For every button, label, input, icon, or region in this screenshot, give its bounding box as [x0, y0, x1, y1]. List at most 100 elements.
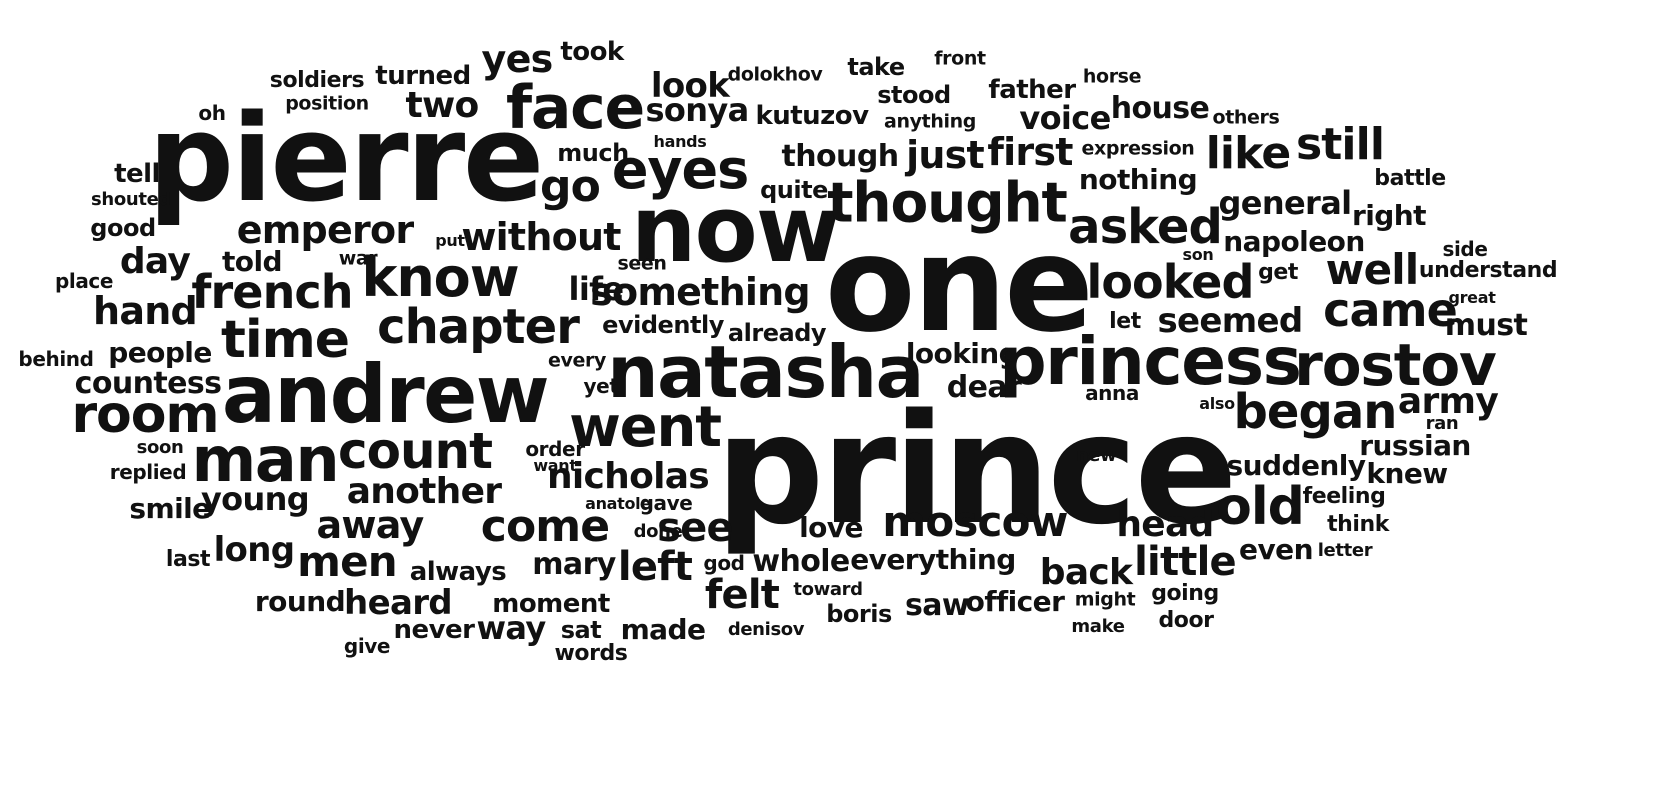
word-always: always — [409, 557, 507, 587]
word-smile: smile — [129, 492, 211, 525]
word-seen: seen — [617, 252, 667, 275]
word-rostov: rostov — [1294, 331, 1497, 399]
word-letter: letter — [1317, 540, 1373, 561]
word-hands: hands — [653, 132, 707, 151]
word-little: little — [1134, 539, 1237, 585]
word-front: front — [934, 47, 986, 70]
word-new: new — [1075, 445, 1117, 466]
word-thought: thought — [827, 170, 1068, 235]
word-must: must — [1444, 308, 1528, 343]
word-army: army — [1397, 381, 1499, 422]
word-already: already — [727, 319, 827, 347]
word-stood: stood — [877, 81, 951, 109]
word-sonya: sonya — [645, 91, 749, 129]
word-anything: anything — [884, 110, 976, 133]
word-oh: oh — [198, 101, 226, 125]
word-yes: yes — [481, 37, 554, 81]
word-heard: heard — [344, 583, 453, 623]
word-french: french — [191, 265, 353, 319]
word-order: order — [525, 437, 585, 461]
word-great: great — [1448, 288, 1496, 307]
word-russian: russian — [1359, 429, 1471, 462]
word-officer: officer — [965, 585, 1065, 618]
word-long: long — [213, 530, 296, 570]
word-way: way — [476, 609, 546, 647]
word-still: still — [1295, 119, 1385, 170]
word-evidently: evidently — [602, 311, 724, 339]
word-replied: replied — [109, 460, 187, 484]
word-eyes: eyes — [611, 138, 749, 201]
word-face: face — [505, 73, 645, 143]
word-asked: asked — [1068, 199, 1223, 255]
word-old: old — [1216, 477, 1305, 537]
word-began: began — [1233, 384, 1397, 440]
word-nicholas: nicholas — [547, 456, 710, 497]
word-left: left — [617, 544, 693, 590]
word-good: good — [90, 214, 156, 242]
word-done: done — [633, 521, 683, 542]
word-gave: gave — [639, 491, 693, 515]
word-kutuzov: kutuzov — [755, 101, 869, 131]
word-never: never — [393, 615, 475, 645]
word-side: side — [1442, 237, 1488, 261]
word-might: might — [1074, 588, 1136, 611]
word-position: position — [285, 92, 369, 115]
word-even: even — [1239, 533, 1313, 566]
word-others: others — [1212, 106, 1280, 129]
word-countess: countess — [74, 366, 222, 401]
word-love: love — [799, 511, 863, 544]
word-napoleon: napoleon — [1223, 225, 1365, 258]
word-every: every — [547, 349, 607, 372]
word-nothing: nothing — [1078, 163, 1198, 196]
word-prince: prince — [715, 381, 1237, 558]
word-quite: quite — [760, 176, 828, 204]
word-anna: anna — [1085, 381, 1139, 405]
word-voice: voice — [1019, 99, 1111, 137]
word-behind: behind — [18, 347, 94, 371]
word-head: head — [1116, 504, 1214, 545]
word-dolokhov: dolokhov — [727, 63, 823, 86]
word-also: also — [1199, 394, 1235, 413]
word-much: much — [557, 139, 629, 167]
word-boris: boris — [826, 600, 892, 628]
word-look: look — [650, 66, 730, 106]
word-went: went — [569, 395, 722, 460]
word-understand: understand — [1418, 258, 1558, 283]
word-time: time — [221, 310, 350, 370]
word-natasha: natasha — [607, 330, 924, 414]
word-room: room — [71, 385, 219, 445]
word-knew: knew — [1366, 457, 1448, 490]
word-feeling: feeling — [1302, 484, 1386, 509]
word-men: men — [297, 537, 397, 586]
word-come: come — [480, 501, 610, 552]
word-saw: saw — [904, 588, 970, 623]
word-general: general — [1218, 184, 1353, 222]
word-whole: whole — [752, 544, 850, 579]
word-like: like — [1205, 128, 1291, 179]
word-god: god — [703, 551, 745, 575]
word-dear: dear — [946, 370, 1022, 405]
word-young: young — [200, 480, 310, 518]
word-anatole: anatole — [585, 494, 651, 513]
word-door: door — [1158, 608, 1214, 633]
word-pierre: pierre — [148, 90, 544, 229]
word-felt: felt — [704, 572, 780, 618]
word-horse: horse — [1082, 65, 1142, 88]
word-people: people — [108, 336, 212, 369]
word-suddenly: suddenly — [1226, 449, 1367, 482]
word-told: told — [221, 245, 283, 278]
word-something: something — [590, 270, 811, 314]
word-expression: expression — [1081, 137, 1195, 160]
word-yet: yet — [583, 374, 619, 398]
word-andrew: andrew — [221, 348, 550, 441]
word-place: place — [54, 269, 114, 293]
word-know: know — [361, 246, 519, 309]
word-away: away — [316, 503, 425, 547]
word-looked: looked — [1086, 255, 1255, 309]
word-house: house — [1110, 91, 1210, 126]
word-though: though — [781, 139, 900, 174]
word-princess: princess — [999, 323, 1302, 400]
word-make: make — [1071, 616, 1125, 637]
word-let: let — [1109, 309, 1141, 334]
